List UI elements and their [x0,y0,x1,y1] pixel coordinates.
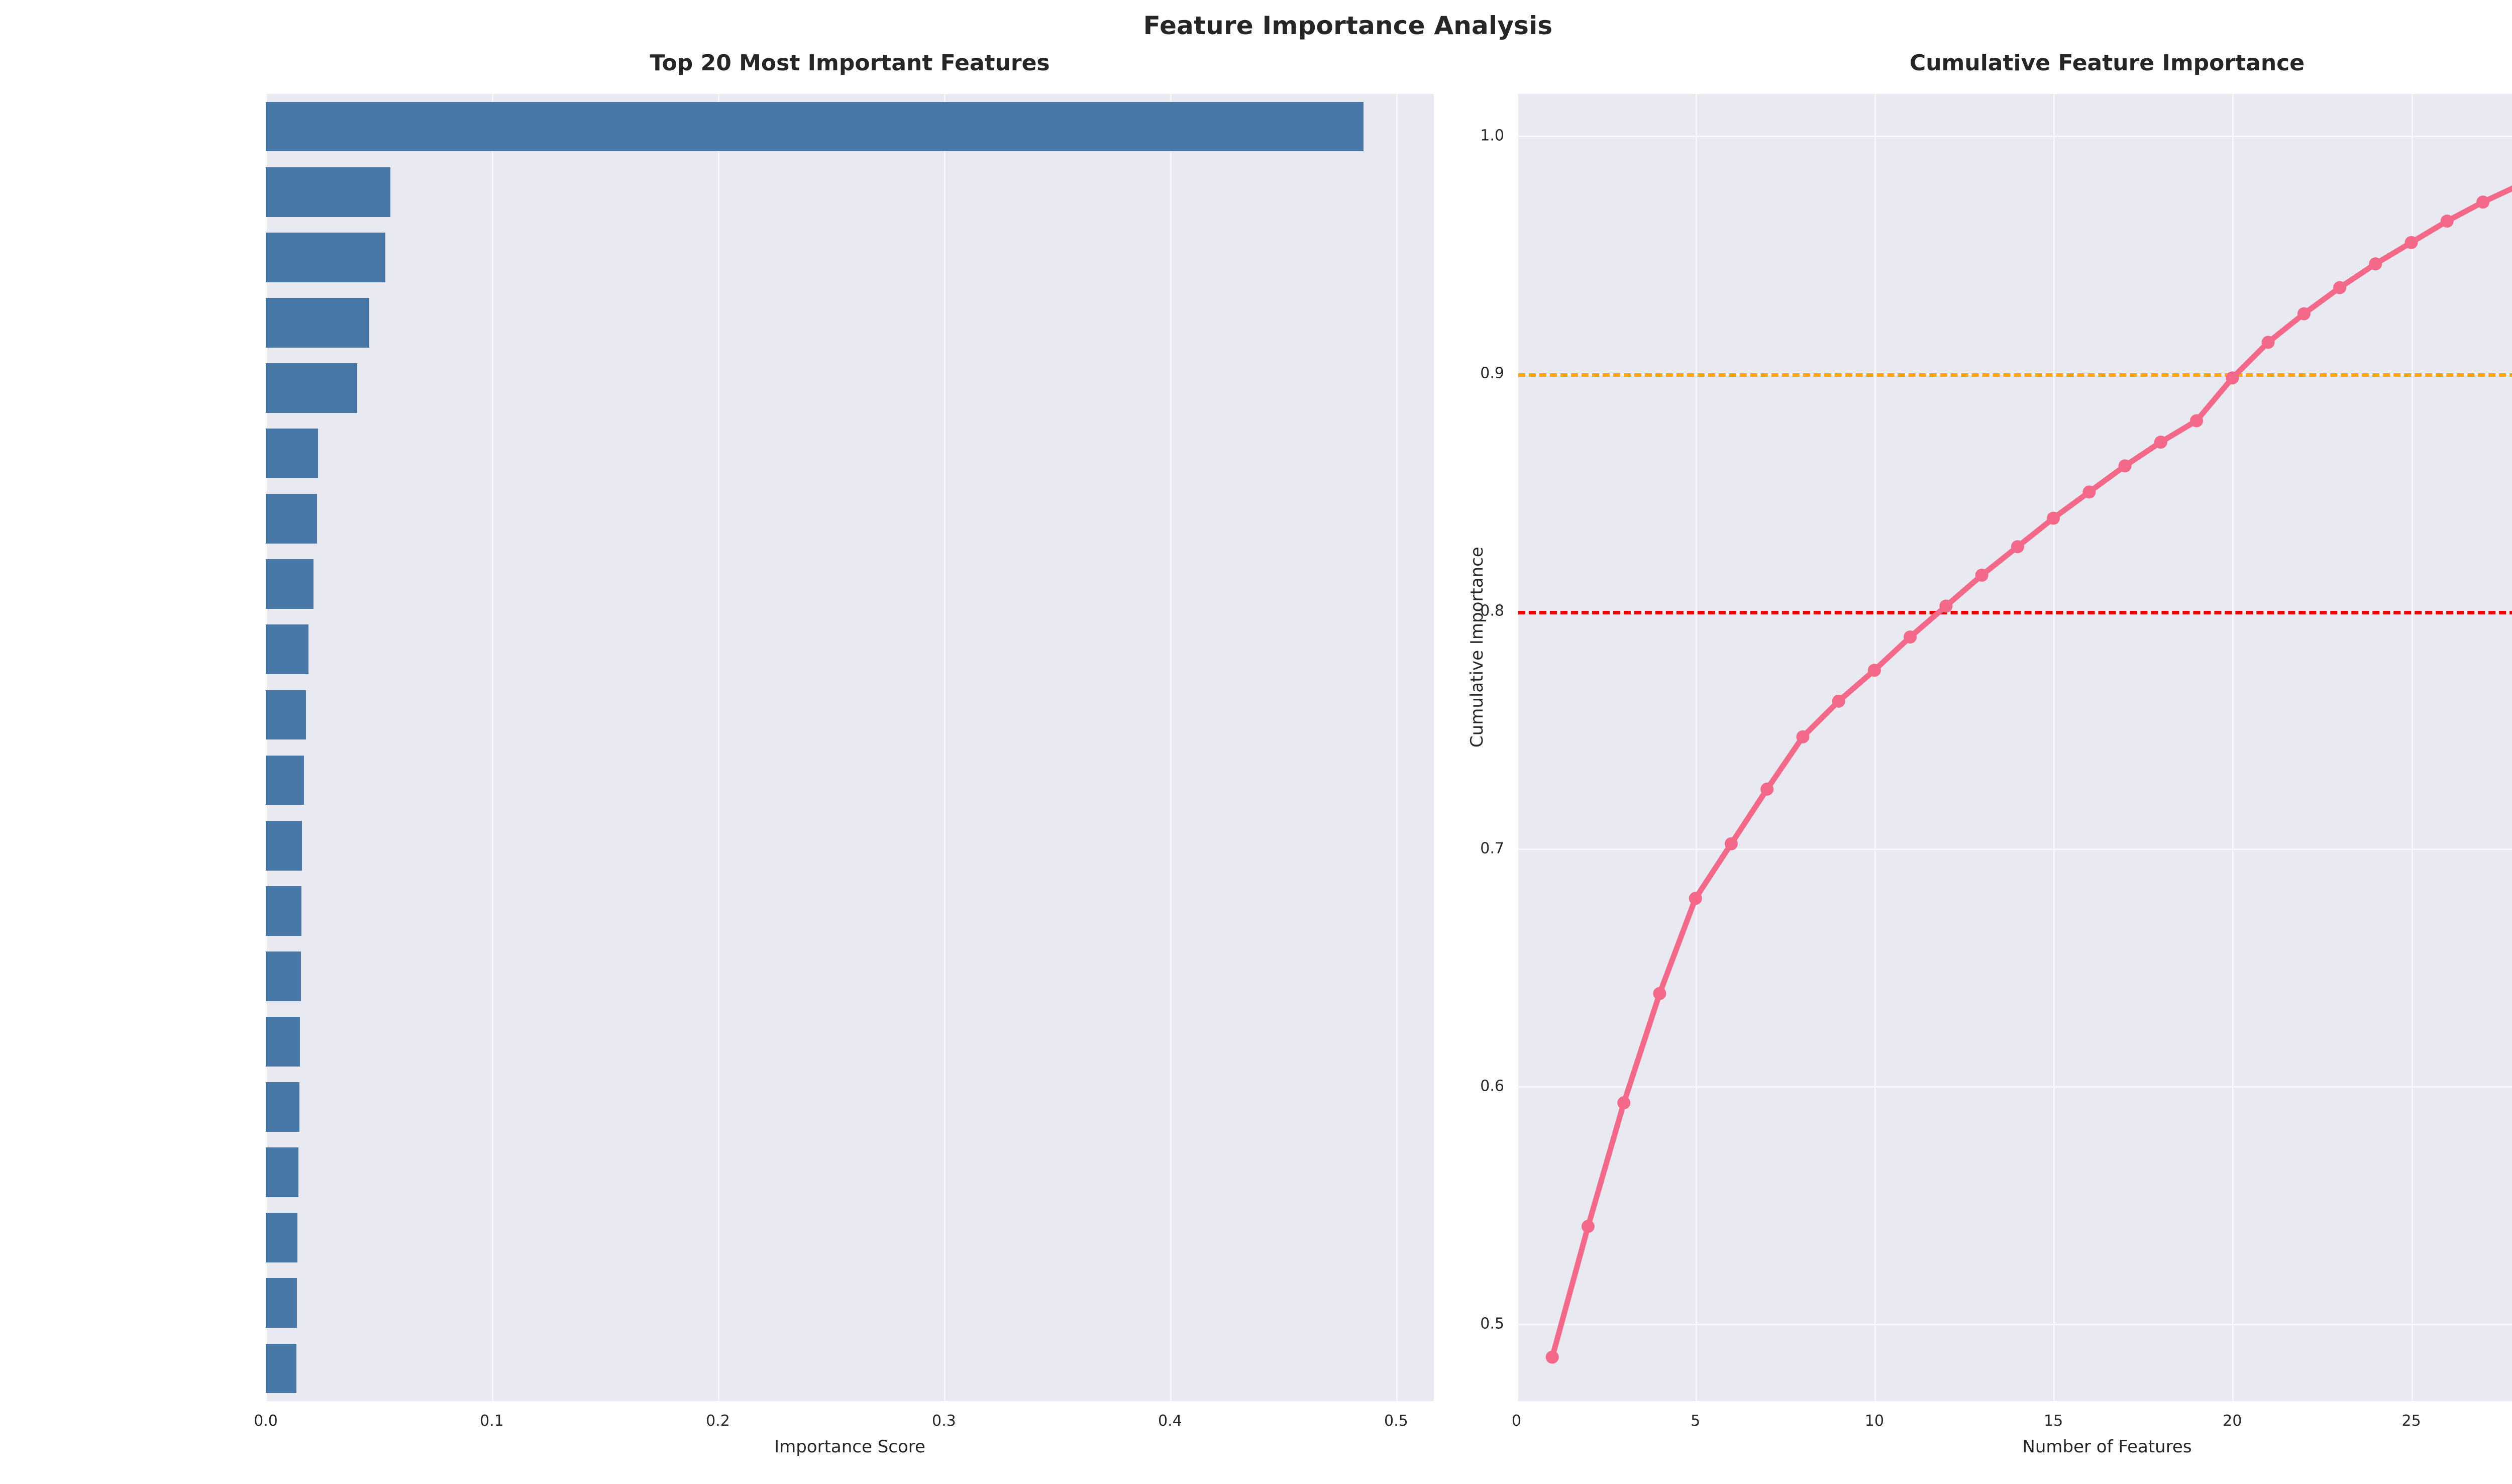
bar-vgridline [717,94,719,1401]
data-point-marker [2118,459,2132,473]
bar [266,690,306,740]
line-vgridline [2411,94,2413,1401]
bar [266,494,317,544]
bar [266,101,1364,152]
bar [266,1017,300,1067]
bar [266,755,304,805]
bar-plot-area [266,94,1434,1401]
line-xtick-label: 5 [1691,1412,1701,1430]
line-hgridline [1518,849,2512,851]
data-point-marker [2404,236,2418,249]
bar [266,1147,298,1198]
line-ytick-label: 1.0 [1480,127,1504,145]
threshold-line [1518,373,2512,377]
data-point-marker [1581,1220,1595,1233]
data-point-marker [1867,664,1881,677]
bar [266,886,302,936]
panel-top-features: Top 20 Most Important Features energy_co… [254,50,1434,1457]
line-ytick-label: 0.8 [1480,602,1504,620]
right-chart-title: Cumulative Feature Importance [1909,50,2305,76]
line-xtick-label: 15 [2044,1412,2063,1430]
bar [266,1278,297,1328]
line-hgridline [1518,1086,2512,1088]
bar [266,232,385,282]
bar-vgridline [1396,94,1398,1401]
data-point-marker [1832,694,1845,708]
cumulative-curve [1545,185,2512,1364]
data-point-marker [1653,987,1666,1000]
data-point-marker [1724,837,1738,851]
line-vgridline [1695,94,1697,1401]
bar-xtick-label: 0.3 [932,1412,956,1430]
line-ytick-label: 0.5 [1480,1315,1504,1333]
data-point-marker [2047,511,2060,525]
data-point-marker [2226,371,2239,385]
data-point-marker [2369,257,2382,271]
bar [266,624,309,675]
data-point-marker [2333,281,2347,294]
bar [266,1343,296,1394]
right-xaxis-label: Number of Features [2022,1437,2192,1457]
data-point-marker [1760,782,1774,796]
line-vgridline [1874,94,1876,1401]
line-ytick-label: 0.7 [1480,839,1504,858]
line-hgridline [1518,1324,2512,1326]
data-point-marker [2011,540,2024,554]
data-point-marker [2261,336,2275,349]
bar [266,559,314,609]
data-point-marker [1617,1096,1631,1110]
line-xtick-label: 25 [2401,1412,2421,1430]
data-point-marker [2190,414,2204,428]
line-plot-area [1518,94,2512,1401]
bar [266,429,319,478]
bar-xtick-label: 0.2 [706,1412,730,1430]
bar [266,1213,298,1263]
bar-vgridline [1170,94,1172,1401]
line-xtick-label: 0 [1511,1412,1521,1430]
line-ytick-label: 0.6 [1480,1077,1504,1095]
data-point-marker [2440,215,2454,228]
bar [266,363,357,413]
line-vgridline [2053,94,2055,1401]
data-point-marker [1796,730,1810,744]
line-xtick-label: 10 [1864,1412,1884,1430]
line-xtick-label: 20 [2223,1412,2242,1430]
bar-xtick-label: 0.4 [1158,1412,1182,1430]
bar-xtick-label: 0.5 [1384,1412,1408,1430]
data-point-marker [1689,892,1702,905]
data-point-marker [2082,485,2096,499]
bar [266,167,390,217]
line-ytick-label: 0.9 [1480,364,1504,382]
bar [266,951,301,1001]
data-point-marker [1939,599,1953,613]
figure-suptitle: Feature Importance Analysis [1143,11,1553,40]
bar [266,1082,299,1132]
data-point-marker [2476,195,2490,209]
left-chart-title: Top 20 Most Important Features [650,50,1050,76]
bar [266,820,302,871]
bar-vgridline [944,94,946,1401]
threshold-line [1518,610,2512,614]
panel-cumulative-importance: Cumulative Feature Importance 80% Thresh… [1437,0,2512,1484]
bar-vgridline [491,94,493,1401]
data-point-marker [1545,1350,1559,1364]
data-point-marker [1975,569,1988,582]
data-point-marker [2154,436,2167,449]
line-hgridline [1518,135,2512,137]
right-yaxis-label: Cumulative Importance [1467,547,1487,748]
bar-xtick-label: 0.0 [254,1412,278,1430]
data-point-marker [2297,307,2311,321]
data-point-marker [1904,630,1917,644]
line-vgridline [2232,94,2234,1401]
bar-xtick-label: 0.1 [480,1412,504,1430]
bar-vgridline [266,94,267,1401]
bar [266,297,369,348]
cumulative-line [1549,185,2512,1360]
left-xaxis-label: Importance Score [774,1437,925,1457]
